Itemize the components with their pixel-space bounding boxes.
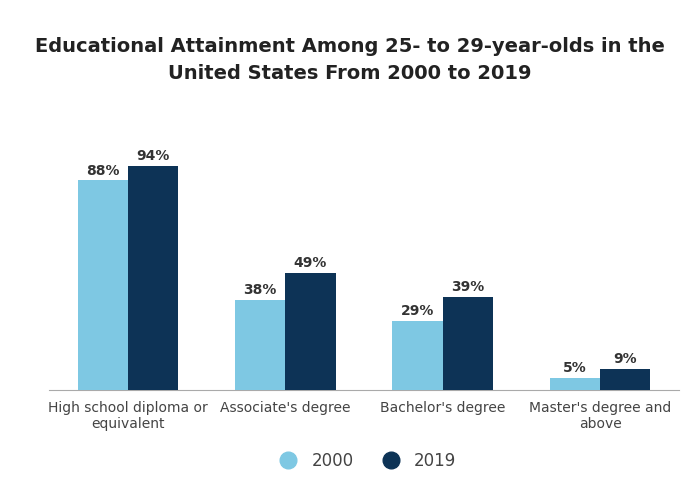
Bar xyxy=(78,180,128,390)
Bar xyxy=(550,378,600,390)
Text: 9%: 9% xyxy=(613,352,637,366)
Text: 94%: 94% xyxy=(136,150,170,164)
Bar xyxy=(392,321,442,390)
Text: 39%: 39% xyxy=(452,280,484,294)
Bar xyxy=(235,300,286,390)
Text: 88%: 88% xyxy=(86,164,120,177)
Text: 29%: 29% xyxy=(401,304,434,318)
Text: 38%: 38% xyxy=(244,282,276,296)
Legend: 2000, 2019: 2000, 2019 xyxy=(265,446,463,476)
Text: 49%: 49% xyxy=(294,256,327,270)
Bar xyxy=(600,368,650,390)
Bar xyxy=(128,166,178,390)
Text: Educational Attainment Among 25- to 29-year-olds in the
United States From 2000 : Educational Attainment Among 25- to 29-y… xyxy=(35,38,665,82)
Bar xyxy=(286,274,336,390)
Text: 5%: 5% xyxy=(563,361,587,375)
Bar xyxy=(442,297,493,390)
